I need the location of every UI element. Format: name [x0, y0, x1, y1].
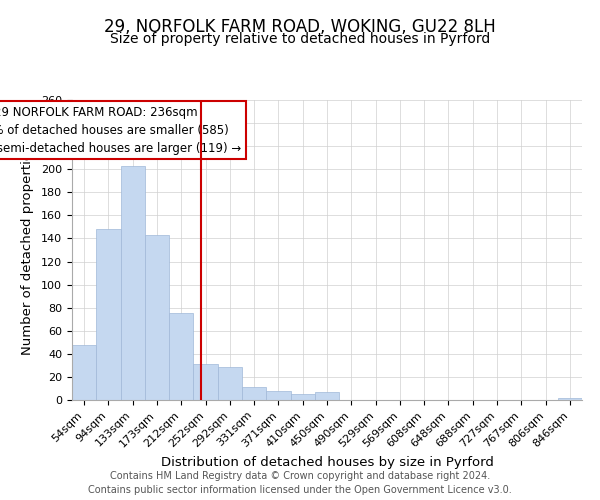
Bar	[96, 229, 121, 400]
Y-axis label: Number of detached properties: Number of detached properties	[21, 145, 34, 355]
Bar	[169, 314, 193, 400]
Text: Contains HM Land Registry data © Crown copyright and database right 2024.
Contai: Contains HM Land Registry data © Crown c…	[88, 471, 512, 495]
Bar	[242, 388, 266, 400]
Bar	[266, 391, 290, 400]
Text: 29 NORFOLK FARM ROAD: 236sqm
← 83% of detached houses are smaller (585)
17% of s: 29 NORFOLK FARM ROAD: 236sqm ← 83% of de…	[0, 106, 241, 155]
Bar	[72, 344, 96, 400]
Bar	[315, 392, 339, 400]
Bar	[558, 398, 582, 400]
Text: 29, NORFOLK FARM ROAD, WOKING, GU22 8LH: 29, NORFOLK FARM ROAD, WOKING, GU22 8LH	[104, 18, 496, 36]
Bar	[218, 366, 242, 400]
Bar	[121, 166, 145, 400]
Text: Size of property relative to detached houses in Pyrford: Size of property relative to detached ho…	[110, 32, 490, 46]
Bar	[290, 394, 315, 400]
Bar	[145, 235, 169, 400]
X-axis label: Distribution of detached houses by size in Pyrford: Distribution of detached houses by size …	[161, 456, 493, 468]
Bar	[193, 364, 218, 400]
